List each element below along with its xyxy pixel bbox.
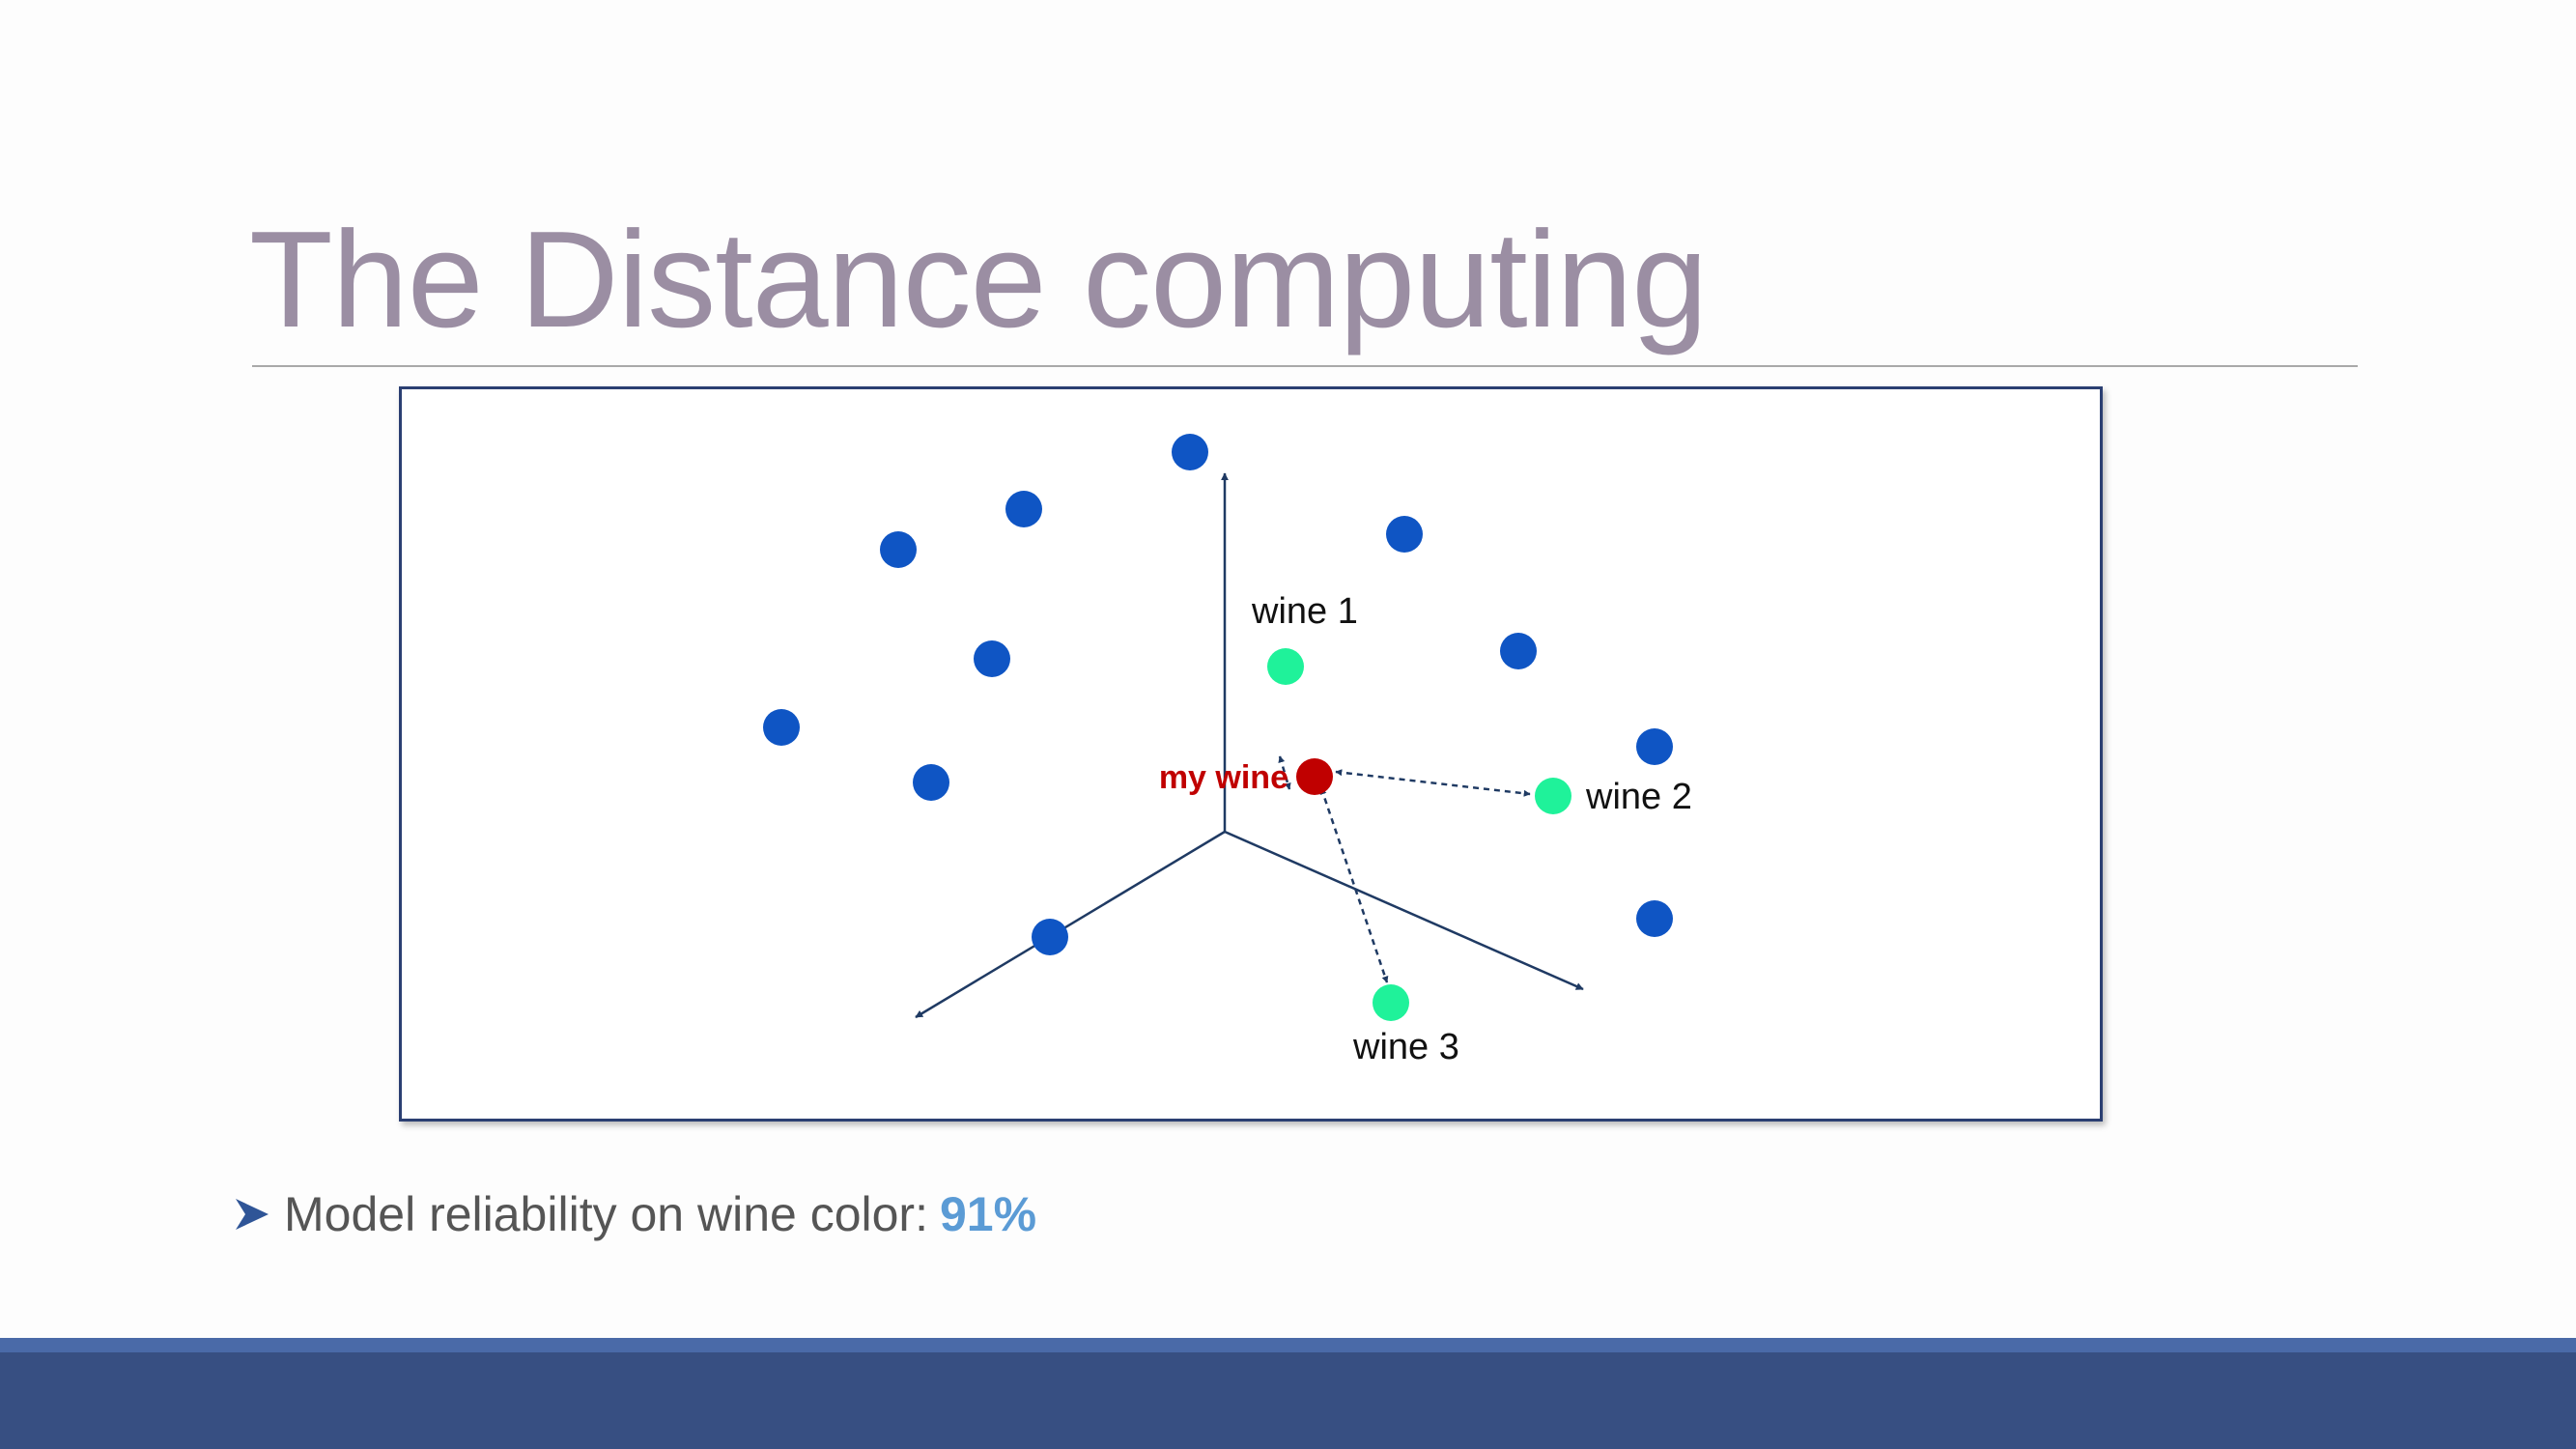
wine-2-label: wine 2 [1585,777,1692,817]
slide-title: The Distance computing [249,203,1708,356]
wine-2-point [1535,778,1571,814]
wine-point [1500,633,1537,669]
wine-point [1032,919,1068,955]
my-wine-label: my wine [1159,759,1288,796]
wine-point [880,531,917,568]
distance-line-wine3 [1319,787,1389,983]
wine-point [1386,516,1423,553]
axis-right [1224,830,1584,991]
arrow-bullet-icon [236,1199,269,1230]
distance-diagram: wine 1 wine 2 wine 3 my wine [399,386,2103,1122]
wine-1-label: wine 1 [1251,591,1358,632]
wine-point [1636,900,1673,937]
wine-point [974,640,1010,677]
reliability-bullet: Model reliability on wine color: 91% [234,1186,1036,1242]
distance-line-wine2 [1335,769,1531,797]
footer-accent-bar [0,1338,2576,1352]
wine-3-label: wine 3 [1352,1027,1459,1067]
wine-1-point [1267,648,1304,685]
wine-3-point [1373,984,1409,1021]
my-wine-point [1296,758,1333,795]
reliability-text: Model reliability on wine color: [284,1187,928,1241]
other-wines [763,434,1673,955]
wine-point [1636,728,1673,765]
wine-point [913,764,949,801]
diagram-canvas: wine 1 wine 2 wine 3 my wine [763,434,1692,1067]
footer-bar [0,1352,2576,1449]
distance-line-wine1 [1278,755,1291,790]
wine-point [763,709,800,746]
wine-point [1005,491,1042,527]
axis-left [915,830,1226,1019]
title-divider [252,365,2358,367]
reliability-value: 91% [939,1187,1037,1241]
wine-point [1172,434,1208,470]
